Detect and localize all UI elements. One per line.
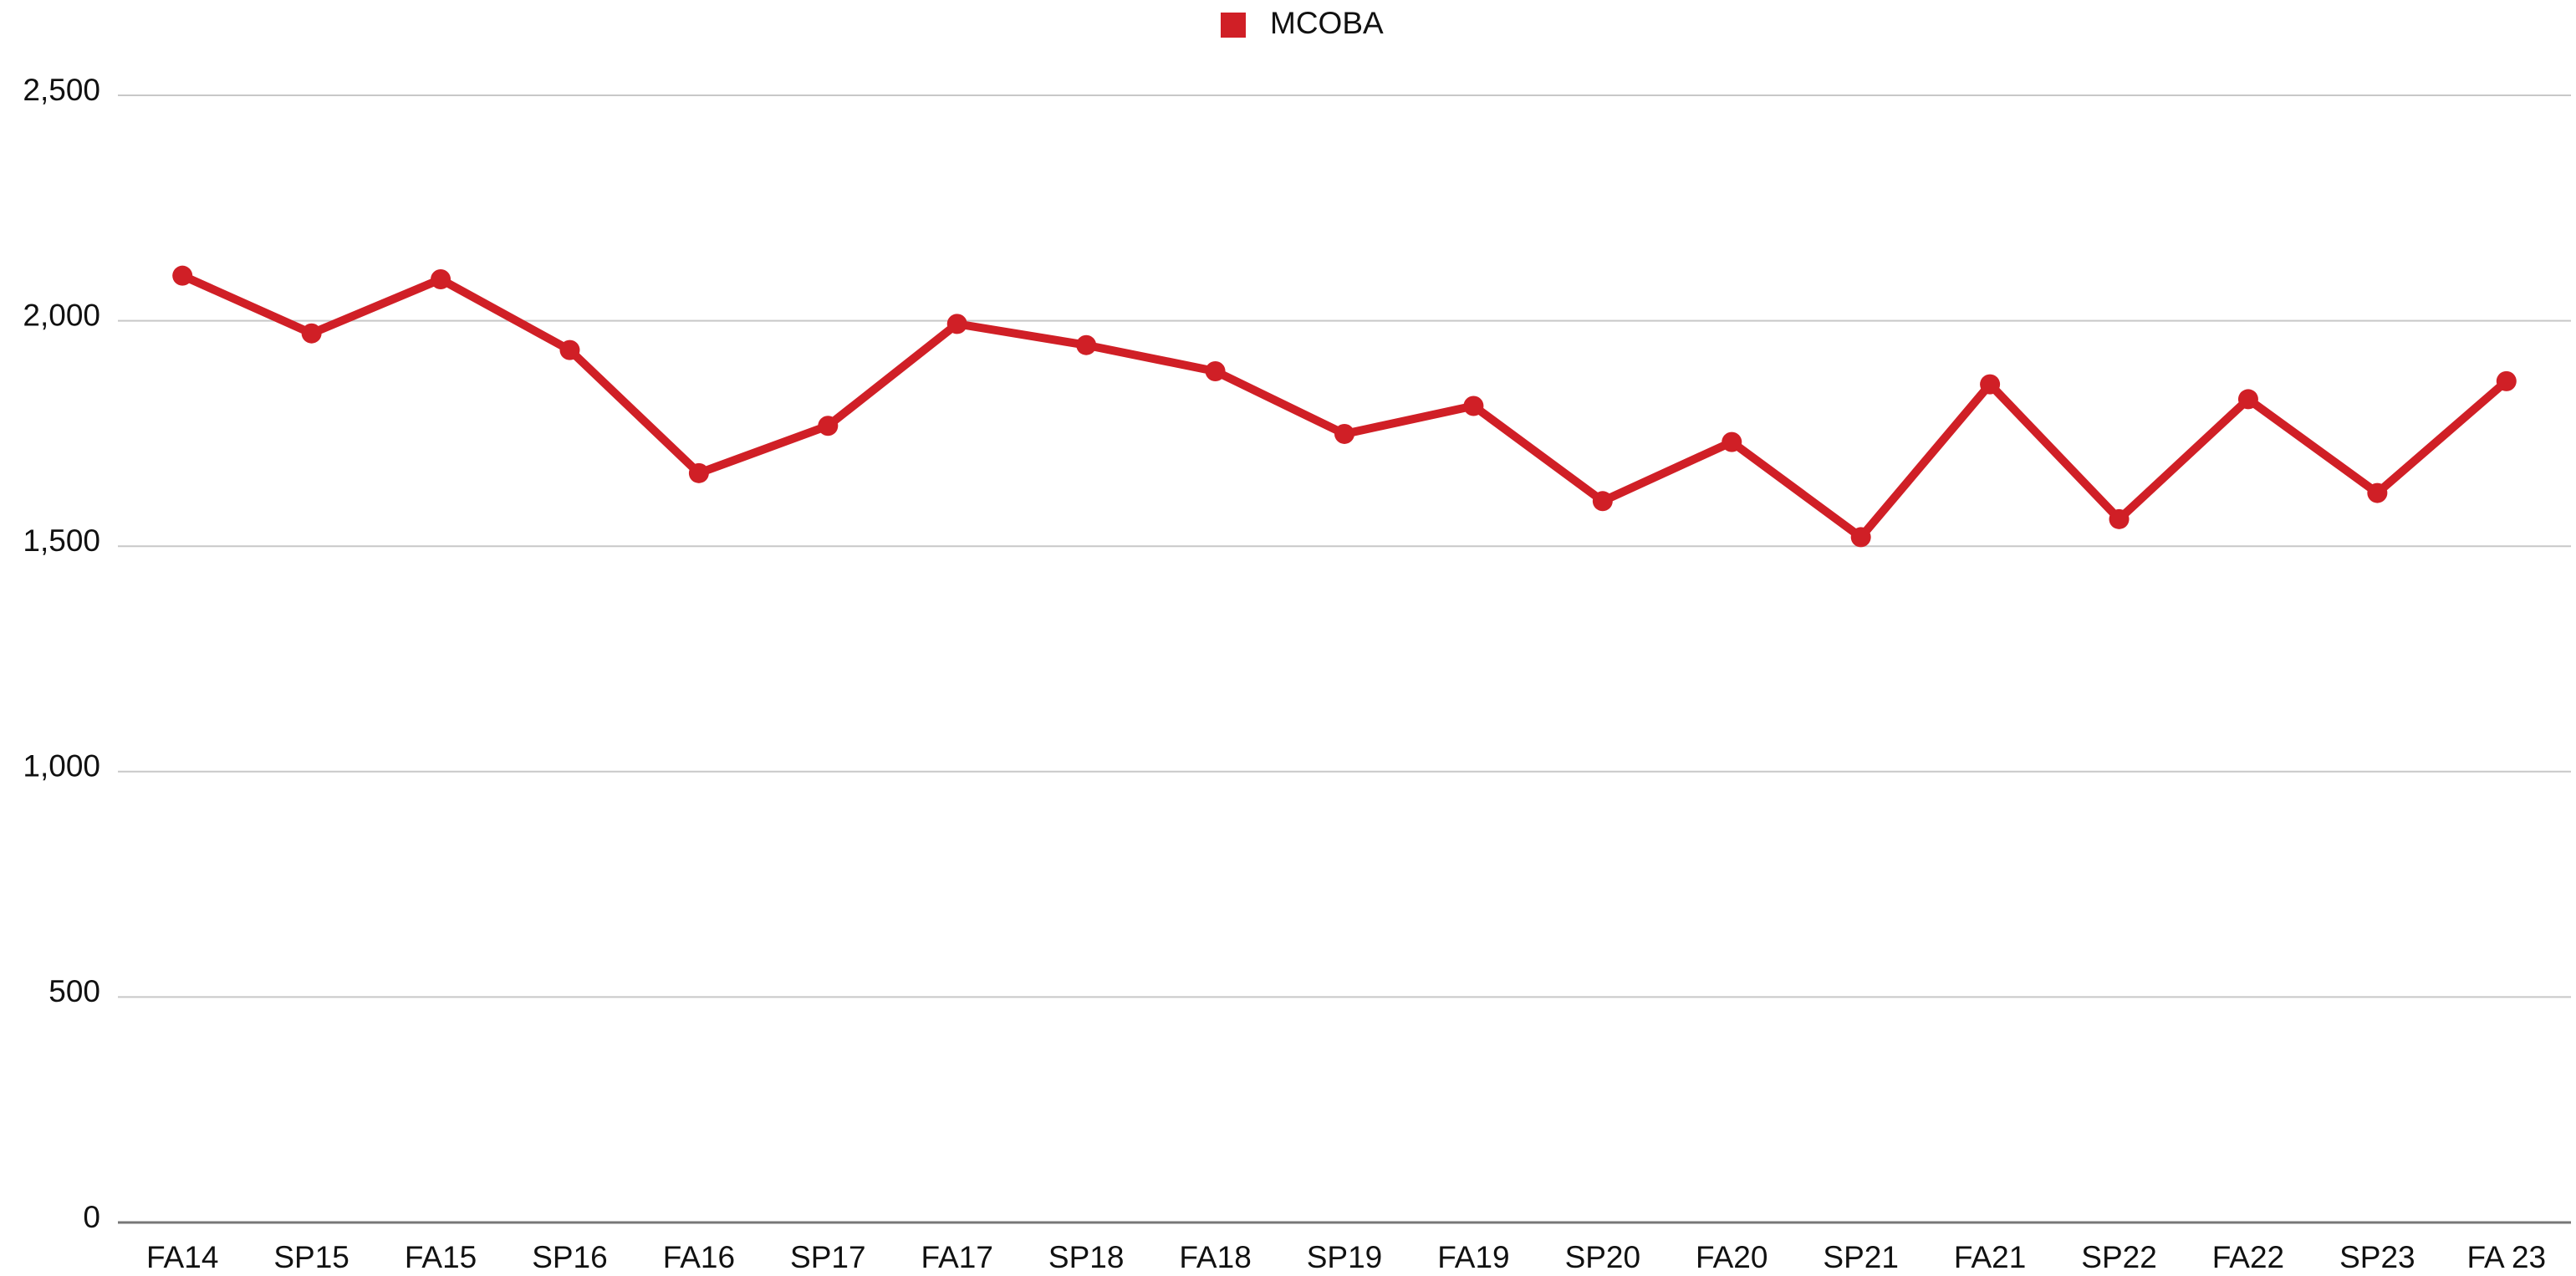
x-tick-label: FA 23: [2466, 1240, 2546, 1274]
point: [946, 314, 967, 334]
x-tick-label: FA22: [2212, 1240, 2284, 1274]
y-tick-label: 0: [83, 1200, 100, 1234]
point: [301, 323, 322, 344]
x-tick-label: FA20: [1696, 1240, 1767, 1274]
x-tick-label: FA14: [146, 1240, 218, 1274]
point: [1722, 431, 1742, 452]
point: [2367, 482, 2388, 503]
x-tick-label: SP17: [790, 1240, 866, 1274]
point: [1850, 527, 1871, 548]
x-tick-label: SP15: [273, 1240, 349, 1274]
point: [172, 265, 193, 286]
y-tick-label: 2,500: [23, 73, 100, 107]
x-tick-label: SP21: [1823, 1240, 1899, 1274]
point: [1980, 374, 2001, 395]
point: [1076, 334, 1097, 355]
point: [2109, 508, 2130, 529]
y-tick-label: 1,500: [23, 523, 100, 558]
x-tick-label: FA15: [405, 1240, 477, 1274]
series-line: [181, 272, 2510, 542]
x-tick-label: SP23: [2339, 1240, 2415, 1274]
legend-label: MCOBA: [1270, 6, 1384, 40]
point: [1463, 396, 1484, 416]
x-tick-label: SP22: [2081, 1240, 2157, 1274]
x-tick-label: FA18: [1179, 1240, 1251, 1274]
x-tick-label: SP16: [532, 1240, 608, 1274]
x-tick-label: SP19: [1307, 1240, 1383, 1274]
x-tick-label: FA21: [1954, 1240, 2026, 1274]
y-tick-label: 500: [48, 974, 100, 1008]
x-tick-label: FA19: [1437, 1240, 1509, 1274]
point: [431, 268, 451, 289]
y-tick-label: 1,000: [23, 749, 100, 783]
point: [2237, 389, 2258, 410]
point: [559, 339, 580, 360]
x-tick-label: SP18: [1048, 1240, 1125, 1274]
point: [1592, 491, 1613, 512]
point: [1205, 360, 1226, 381]
x-tick-label: FA17: [921, 1240, 993, 1274]
x-tick-label: SP20: [1565, 1240, 1641, 1274]
y-tick-label: 2,000: [23, 298, 100, 332]
legend-swatch: [1221, 13, 1246, 38]
point: [688, 462, 709, 483]
point: [2496, 370, 2517, 391]
point: [818, 416, 839, 436]
point: [1334, 423, 1354, 444]
x-tick-label: FA16: [663, 1240, 735, 1274]
